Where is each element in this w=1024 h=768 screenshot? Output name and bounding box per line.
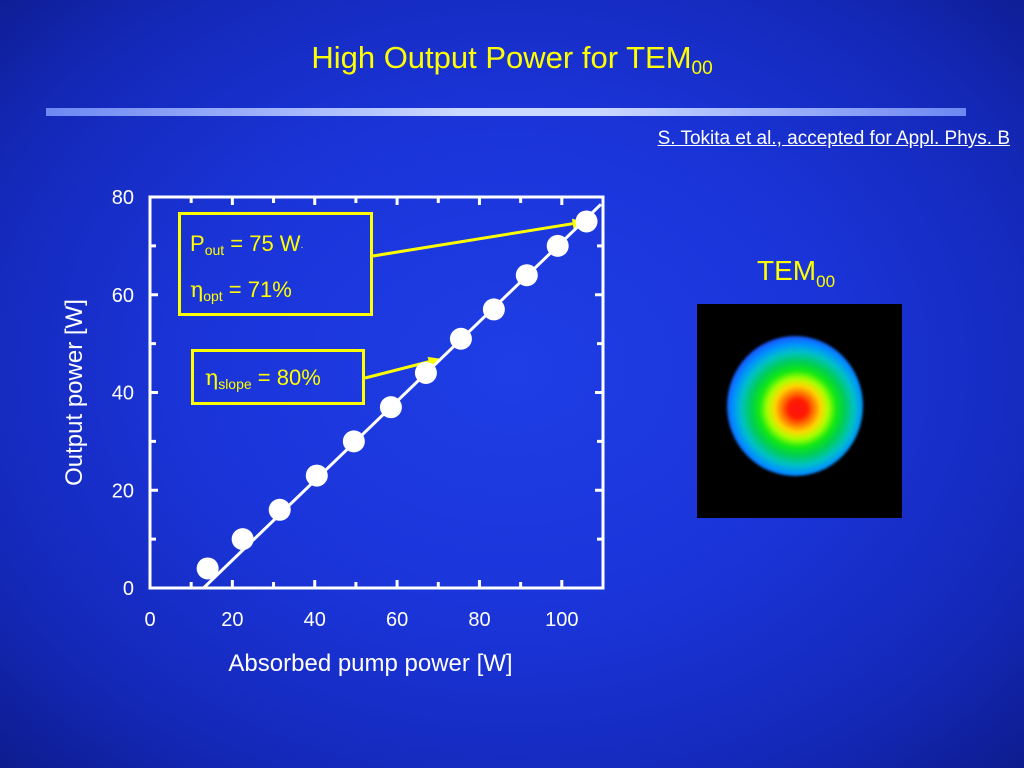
x-tick-label: 100 <box>545 609 578 631</box>
data-point <box>546 234 569 257</box>
data-point <box>414 361 437 384</box>
data-point <box>379 396 402 419</box>
beam-mode-text: TEM <box>757 255 817 286</box>
slide-title: High Output Power for TEM00 <box>0 40 1024 80</box>
eta-opt-symbol: η <box>190 278 204 303</box>
callout-arrow-line <box>372 222 573 258</box>
data-point <box>342 430 365 453</box>
data-point <box>575 210 598 233</box>
slide-title-text: High Output Power for TEM <box>311 40 692 75</box>
y-tick-label: 40 <box>112 383 134 405</box>
data-point <box>482 298 505 321</box>
slope-efficiency-callout: ηslope = 80% <box>191 349 365 405</box>
x-tick-label: 60 <box>386 609 408 631</box>
slide-title-subscript: 00 <box>691 58 713 79</box>
output-power-line: Pout = 75 W. <box>190 227 370 273</box>
power-suffix: . <box>300 240 304 251</box>
eta-slope-subscript: slope <box>218 376 252 392</box>
data-point <box>515 264 538 287</box>
power-symbol: P <box>190 231 205 256</box>
data-points <box>196 210 598 580</box>
eta-slope-value: = 80% <box>251 365 321 390</box>
data-point <box>449 327 472 350</box>
data-point <box>231 528 254 551</box>
eta-slope-symbol: η <box>205 366 219 391</box>
y-tick-label: 20 <box>112 480 134 502</box>
y-tick-label: 0 <box>123 578 134 600</box>
data-point <box>268 498 291 521</box>
power-subscript: out <box>204 242 225 258</box>
callout-arrow-line <box>364 360 430 380</box>
beam-spot <box>727 336 863 476</box>
eta-opt-subscript: opt <box>203 288 223 304</box>
tick-labels: 0 20 40 60 80 100 0 20 40 60 80 <box>112 187 579 631</box>
optical-efficiency-line: ηopt = 71% <box>190 273 370 319</box>
x-tick-label: 0 <box>144 609 155 631</box>
x-tick-label: 40 <box>304 609 326 631</box>
plot-frame <box>148 195 605 590</box>
y-tick-label: 60 <box>112 285 134 307</box>
beam-profile-image <box>697 304 902 518</box>
power-value: = 75 W <box>224 231 301 256</box>
x-tick-label: 80 <box>468 609 490 631</box>
x-tick-label: 20 <box>221 609 243 631</box>
title-divider <box>46 108 966 116</box>
x-axis-label: Absorbed pump power [W] <box>228 650 512 677</box>
data-point <box>196 557 219 580</box>
beam-mode-label: TEM00 <box>757 255 835 292</box>
y-tick-label: 80 <box>112 187 134 209</box>
citation-link[interactable]: S. Tokita et al., accepted for Appl. Phy… <box>657 128 1010 149</box>
eta-opt-value: = 71% <box>222 277 292 302</box>
y-axis-label: Output power [W] <box>61 299 88 486</box>
data-point <box>305 464 328 487</box>
beam-mode-subscript: 00 <box>816 272 836 291</box>
power-efficiency-callout: Pout = 75 W. ηopt = 71% <box>178 212 373 316</box>
